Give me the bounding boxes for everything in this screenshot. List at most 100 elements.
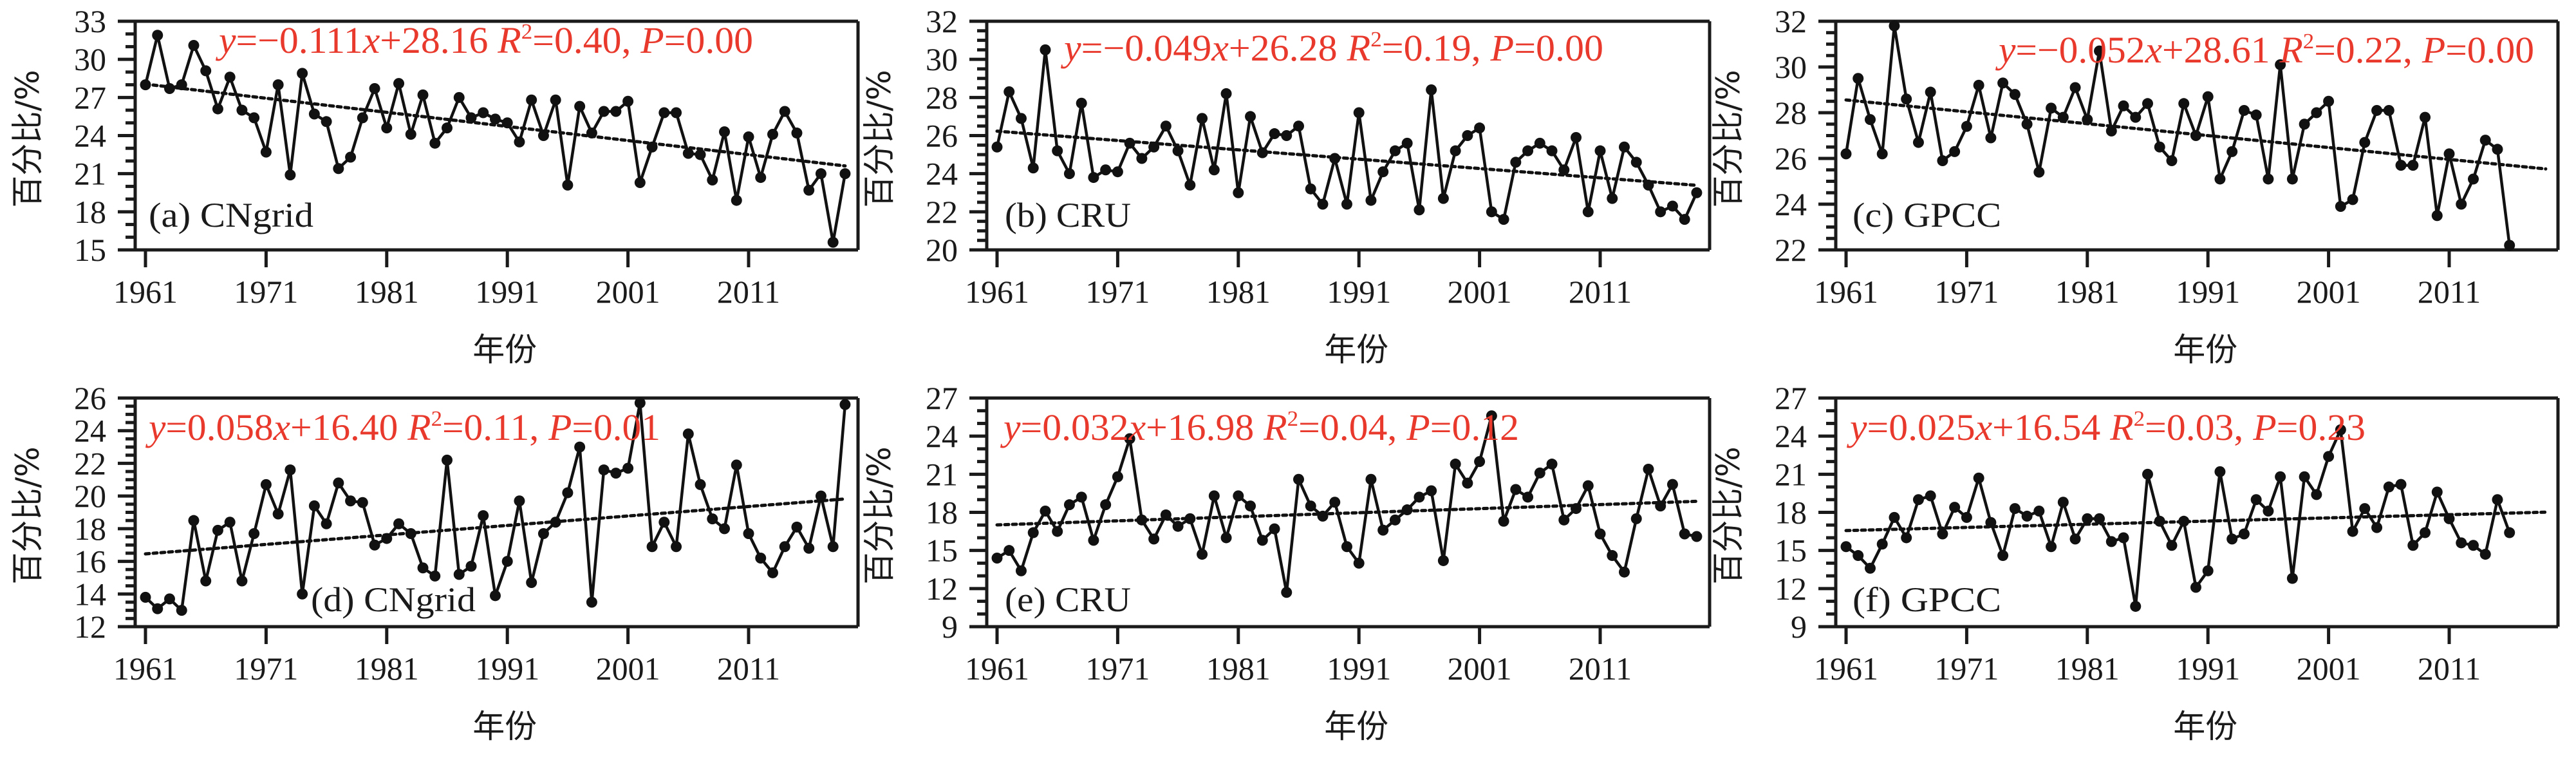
stat-part: R [2109, 406, 2134, 448]
y-axis-title: 百分比/% [9, 70, 46, 207]
y-tick-label: 22 [74, 445, 106, 481]
data-point [501, 117, 513, 129]
data-point [321, 518, 332, 529]
data-point [333, 163, 344, 175]
data-point [622, 462, 634, 474]
panel-label: (c) GPCC [1853, 196, 2001, 234]
stat-part: =0.03, [2145, 406, 2253, 448]
regression-stats: y=−0.111x+28.16 R2=0.40, P=0.00 [216, 19, 753, 61]
data-point [598, 106, 610, 117]
data-point [1353, 557, 1365, 569]
data-point [1853, 73, 1864, 84]
y-tick-label: 24 [1775, 186, 1807, 222]
data-point [2456, 198, 2467, 210]
x-tick-label: 2011 [2418, 651, 2481, 687]
stat-part: x [1975, 406, 1993, 448]
stat-part: =0.00 [1514, 27, 1603, 69]
y-tick-label: 27 [1775, 380, 1807, 416]
data-point [646, 141, 658, 153]
data-point [1973, 79, 1984, 91]
y-tick-label: 28 [926, 79, 958, 115]
data-point [1148, 141, 1160, 153]
data-point [2311, 107, 2322, 119]
x-tick-label: 2001 [2297, 274, 2361, 310]
x-tick-label: 1961 [113, 274, 178, 310]
data-point [1305, 183, 1316, 195]
data-point [1052, 145, 1063, 157]
data-point [1233, 187, 1244, 198]
data-point [405, 129, 416, 140]
data-point [1088, 172, 1099, 184]
data-point [1389, 145, 1401, 157]
data-point [2069, 533, 2081, 545]
data-point [236, 575, 248, 587]
data-point [1184, 179, 1196, 191]
stat-part: y [1061, 27, 1081, 69]
data-point [526, 577, 537, 589]
stat-part: =0.032 [1021, 406, 1129, 448]
data-point [1341, 198, 1352, 210]
data-point [2202, 565, 2214, 576]
y-tick-label: 26 [926, 118, 958, 154]
data-point [1401, 504, 1413, 516]
data-point [1256, 147, 1268, 158]
x-tick-label: 1971 [1934, 651, 1999, 687]
data-point [1853, 550, 1864, 562]
data-point [1937, 528, 1948, 540]
data-point [2456, 537, 2467, 549]
data-point [321, 116, 332, 128]
data-point [140, 79, 151, 91]
data-point [1100, 164, 1112, 176]
data-point [1618, 141, 1630, 153]
data-point [743, 527, 754, 539]
data-point [1450, 145, 1461, 157]
data-point [2383, 481, 2394, 493]
data-point [1925, 490, 1936, 502]
x-tick-label: 1991 [2176, 651, 2240, 687]
data-point [417, 89, 429, 100]
data-point [658, 517, 670, 528]
data-point [1546, 459, 1558, 470]
data-point [1184, 513, 1196, 524]
stat-part: =0.40, [532, 19, 640, 61]
data-point [2154, 141, 2165, 153]
data-point [646, 541, 658, 553]
data-point [381, 533, 393, 544]
y-axis-title: 百分比/% [1710, 70, 1747, 207]
data-point [1197, 549, 1208, 560]
data-point [405, 527, 416, 539]
data-point [1618, 566, 1630, 578]
data-point [2395, 160, 2407, 171]
data-point [2431, 486, 2443, 498]
data-point [755, 172, 767, 184]
x-tick-label: 2001 [596, 274, 660, 310]
stat-part: =0.23 [2277, 406, 2366, 448]
data-point [839, 168, 851, 180]
data-point [1437, 193, 1449, 204]
y-tick-label: 21 [1775, 456, 1807, 492]
data-point [393, 78, 405, 90]
data-point [1245, 111, 1256, 122]
data-point [1293, 473, 1304, 485]
panel-c: 百分比/% 22 24 26 28 30 32 1961 1971 1981 1991 2001 201… [1710, 3, 2560, 368]
x-tick-label: 1961 [965, 651, 1029, 687]
data-point [779, 541, 790, 553]
data-point [2166, 540, 2178, 551]
data-point [2371, 104, 2383, 116]
stat-part: y [1000, 406, 1021, 448]
data-point [1365, 473, 1377, 485]
data-point [815, 168, 826, 180]
data-point [1558, 164, 1570, 176]
stat-part: P [2422, 29, 2445, 71]
x-tick-label: 2011 [717, 274, 780, 310]
data-point [272, 508, 284, 520]
data-point [2118, 100, 2129, 111]
y-tick-label: 22 [1775, 232, 1807, 268]
data-point [1961, 120, 1972, 132]
stat-part: P [2252, 406, 2277, 448]
data-point [1027, 162, 1039, 174]
data-point [526, 94, 537, 106]
data-point [260, 146, 272, 158]
x-tick-label: 1961 [1814, 274, 1878, 310]
